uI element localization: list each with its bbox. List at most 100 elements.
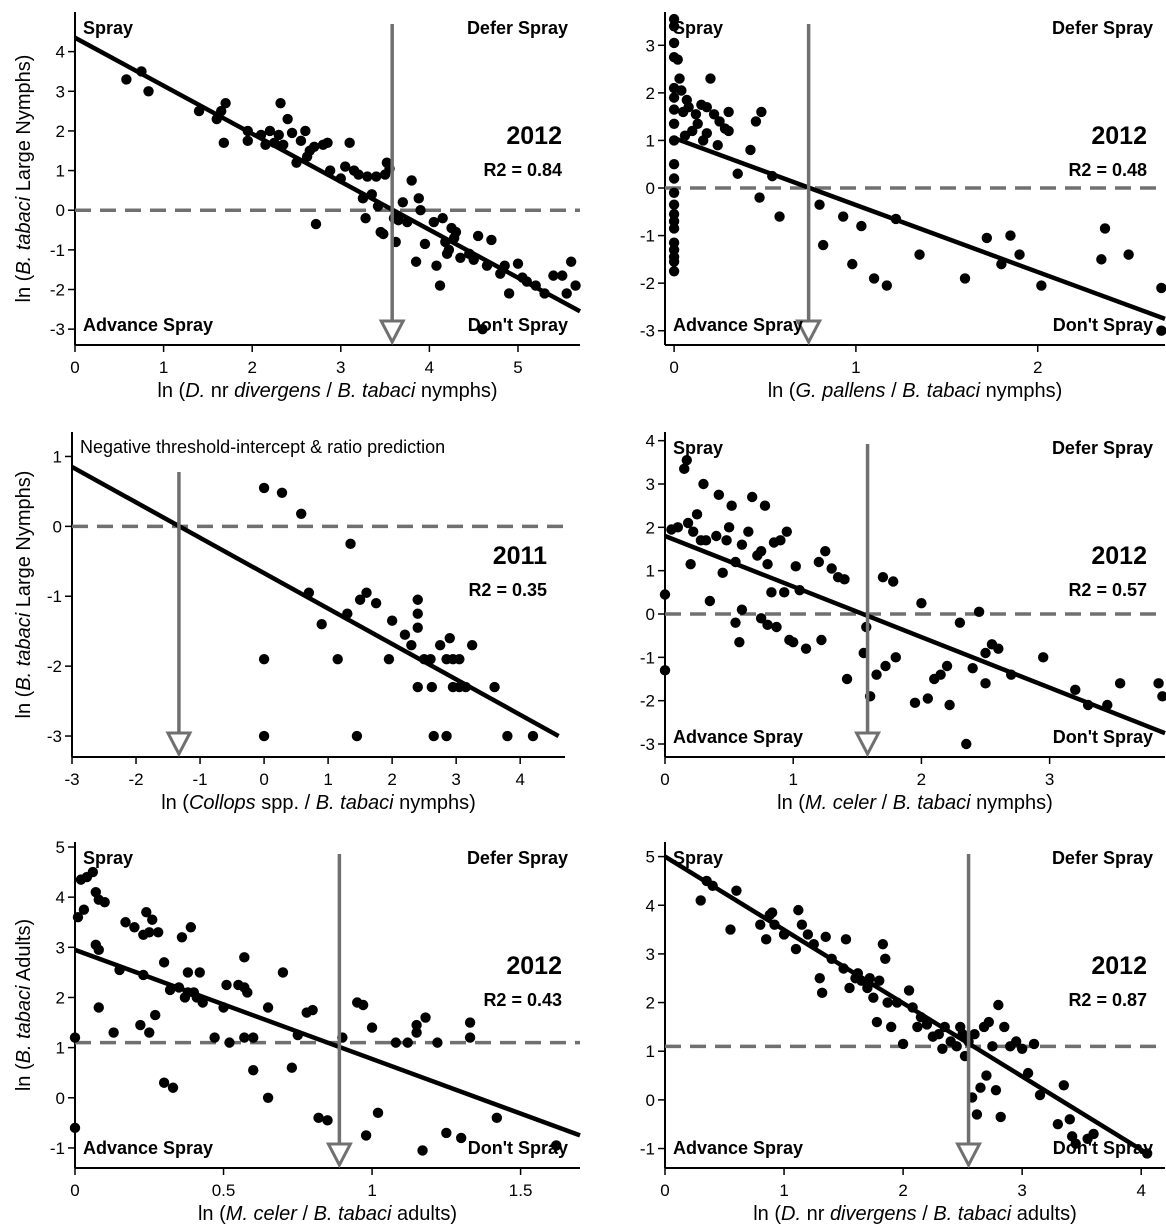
data-point [282, 113, 293, 125]
year-label: 2012 [1091, 122, 1147, 150]
data-point [790, 561, 801, 572]
data-point [679, 463, 690, 475]
y-tick-label: 0 [646, 179, 655, 198]
data-point [1005, 230, 1016, 241]
quadrant-label-br: Don't Spray [1053, 727, 1153, 747]
x-tick-label: -1 [192, 770, 207, 789]
data-point [668, 92, 680, 103]
year-label: 2011 [493, 542, 547, 570]
data-point [725, 924, 736, 935]
x-tick-label: 4 [515, 770, 524, 789]
data-point [668, 237, 680, 248]
data-point [690, 109, 702, 120]
y-tick-label: 4 [56, 888, 65, 907]
x-tick-label: 1 [788, 770, 797, 789]
quadrant-label-bl: Advance Spray [673, 315, 803, 335]
r2-label: R2 = 0.87 [1068, 990, 1147, 1010]
year-label: 2012 [1091, 952, 1147, 980]
quadrant-label-bl: Advance Spray [83, 1138, 213, 1158]
data-point [941, 660, 953, 672]
y-tick-label: 2 [56, 122, 65, 141]
data-point [746, 491, 758, 503]
quadrant-label-br: Don't Spray [1053, 315, 1153, 335]
data-point [313, 1112, 324, 1124]
y-tick-label: 2 [56, 988, 65, 1007]
data-point [316, 619, 327, 630]
data-point [714, 116, 725, 127]
data-point [491, 1112, 503, 1124]
data-point [434, 639, 446, 651]
data-point [472, 230, 484, 242]
data-point [402, 1037, 413, 1048]
data-point [987, 1041, 998, 1052]
data-point [750, 116, 762, 127]
data-point [781, 526, 792, 537]
data-point [411, 1019, 422, 1031]
ratio-arrow-head [378, 319, 406, 346]
data-point [712, 140, 723, 151]
data-point [129, 922, 140, 933]
data-point [912, 1021, 923, 1033]
chart-panel-top-right: 0 1 2 -3 -2 -1 0 1 2 3 2012 R2 = 0.48 Spray Defer Spr… [640, 12, 1166, 402]
data-point [309, 141, 320, 152]
data-point [406, 639, 417, 651]
data-point [158, 957, 170, 968]
data-point [839, 574, 850, 585]
data-point [357, 999, 369, 1011]
data-point [796, 919, 808, 930]
data-point [676, 85, 687, 96]
y-tick-label: -3 [640, 322, 655, 341]
data-point [220, 97, 231, 109]
data-point [983, 1016, 995, 1028]
data-point [351, 730, 363, 742]
data-point [144, 1027, 155, 1038]
regression-line [673, 135, 1166, 321]
year-label: 2012 [1091, 542, 1147, 570]
x-tick-label: -3 [64, 770, 79, 789]
data-point [980, 647, 991, 659]
data-point [143, 86, 154, 97]
data-point [185, 922, 197, 933]
quadrant-label-tr: Defer Spray [467, 18, 568, 38]
quadrant-label-bl: Advance Spray [673, 1138, 803, 1158]
y-axis-title: ln (B. tabaci Large Nymphs) [13, 471, 35, 719]
data-point [361, 587, 372, 598]
data-point [705, 73, 716, 84]
data-point [176, 932, 188, 943]
y-tick-label: -2 [47, 657, 62, 676]
data-point [708, 109, 720, 120]
data-point [840, 934, 852, 945]
data-point [239, 952, 250, 963]
quadrant-label-br: Don't Spray [468, 315, 568, 335]
x-tick-label: 1 [779, 1181, 788, 1200]
chart-panel-top-left: 0 1 2 3 4 5 -3 -2 -1 0 1 2 3 4 2012 R2 = 0.84 Spray Defer… [13, 12, 582, 402]
data-point [399, 629, 411, 640]
y-axis-title: ln (B. tabaci Adults) [13, 919, 35, 1091]
x-tick-label: 1 [851, 358, 860, 377]
data-point [360, 1130, 372, 1141]
data-point [1070, 684, 1081, 696]
data-point [668, 216, 680, 227]
data-point [802, 929, 814, 940]
y-tick-label: 3 [646, 36, 655, 55]
data-point [121, 74, 132, 85]
data-point [993, 643, 1004, 654]
data-point [871, 1016, 883, 1028]
data-point [683, 101, 694, 113]
data-point [668, 37, 680, 49]
data-point [695, 895, 706, 906]
y-tick-label: 2 [646, 518, 655, 537]
data-point [681, 454, 692, 466]
data-point [362, 171, 373, 182]
data-point [1123, 249, 1134, 260]
y-tick-label: -1 [640, 227, 655, 246]
x-tick-label: 3 [1017, 1181, 1026, 1200]
x-axis-title: ln (D. nr divergens / B. tabaci adults) [753, 1203, 1077, 1225]
data-point [672, 522, 684, 533]
annotation-note: Negative threshold-intercept & ratio pre… [80, 437, 445, 457]
data-point [1153, 678, 1164, 689]
data-point [300, 125, 311, 137]
data-point [1088, 1128, 1099, 1140]
data-point [668, 244, 680, 256]
data-point [322, 1115, 333, 1126]
